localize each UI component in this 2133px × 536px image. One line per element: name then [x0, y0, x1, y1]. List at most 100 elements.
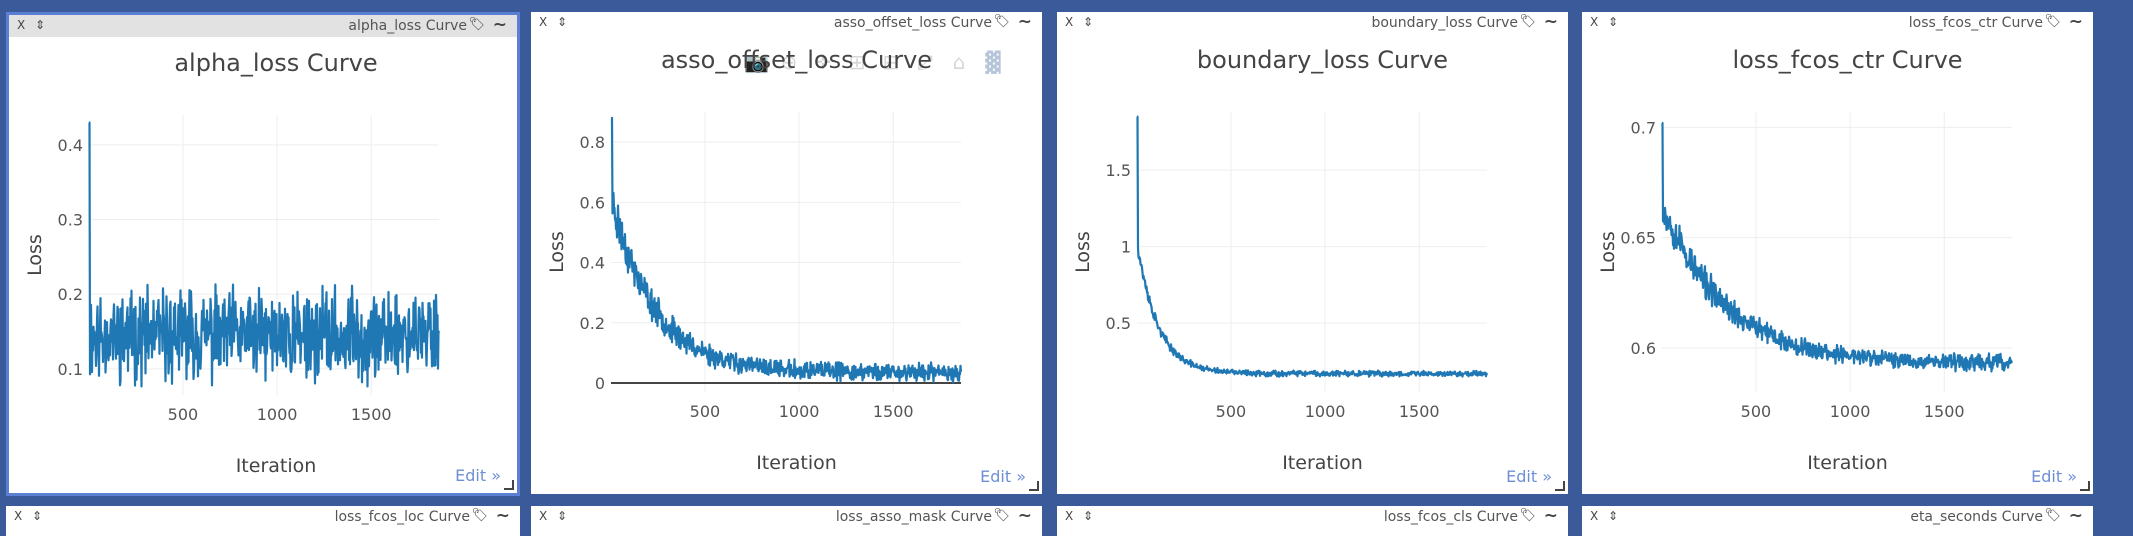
- pane-titlebar[interactable]: X ⇕ loss_asso_mask Curve 🏷 ~: [531, 506, 1042, 528]
- x-axis-label: Iteration: [756, 452, 837, 474]
- y-tick-label: 0.6: [1631, 339, 1656, 358]
- y-axis-label: Loss: [24, 234, 46, 276]
- tag-icon[interactable]: 🏷: [993, 508, 1010, 523]
- smooth-icon[interactable]: ~: [1543, 506, 1558, 526]
- window-title: loss_fcos_loc Curve: [334, 509, 470, 525]
- zoom-icon[interactable]: ⊕: [780, 50, 798, 74]
- y-tick-label: 0.8: [580, 133, 605, 152]
- chart-pane-4[interactable]: X ⇕ loss_fcos_ctr Curve 🏷 ~ loss_fcos_ct…: [1582, 12, 2093, 494]
- x-axis-label: Iteration: [236, 455, 317, 477]
- x-tick-label: 500: [1216, 402, 1247, 421]
- smooth-icon[interactable]: ~: [2068, 12, 2083, 32]
- smooth-icon[interactable]: ~: [1017, 12, 1032, 32]
- chart-pane-3[interactable]: X ⇕ boundary_loss Curve 🏷 ~ boundary_los…: [1057, 12, 1568, 494]
- window-title: loss_asso_mask Curve: [835, 509, 992, 525]
- chart-pane-6[interactable]: X ⇕ loss_asso_mask Curve 🏷 ~: [531, 506, 1042, 536]
- close-icon[interactable]: X: [539, 509, 548, 523]
- pan-icon[interactable]: ✛: [814, 50, 832, 74]
- pane-titlebar[interactable]: X ⇕ eta_seconds Curve 🏷 ~: [1582, 506, 2093, 528]
- x-tick-label: 1500: [1924, 402, 1965, 421]
- close-icon[interactable]: X: [17, 18, 26, 32]
- drag-handle-icon[interactable]: ⇕: [1608, 509, 1619, 523]
- close-icon[interactable]: X: [1590, 509, 1599, 523]
- line-chart[interactable]: alpha_loss Curve 500 1000 1500 0.1 0.2 0.3 0.4 I…: [9, 15, 520, 496]
- drag-handle-icon[interactable]: ⇕: [557, 15, 568, 29]
- resize-handle[interactable]: [504, 480, 514, 490]
- y-axis-label: Loss: [546, 231, 568, 273]
- y-tick-label: 0.1: [58, 360, 83, 379]
- smooth-icon[interactable]: ~: [1017, 506, 1032, 526]
- tag-icon[interactable]: 🏷: [1519, 14, 1536, 29]
- series-line: [1661, 121, 2014, 373]
- zoom-in-icon[interactable]: ⊞: [848, 50, 866, 74]
- y-tick-label: 0.2: [580, 314, 605, 333]
- pane-titlebar[interactable]: X ⇕ loss_fcos_ctr Curve 🏷 ~: [1582, 12, 2093, 34]
- resize-handle[interactable]: [2080, 481, 2090, 491]
- tag-icon[interactable]: 🏷: [468, 17, 485, 32]
- zoom-out-icon[interactable]: ⊟: [882, 50, 900, 74]
- chart-pane-7[interactable]: X ⇕ loss_fcos_cls Curve 🏷 ~: [1057, 506, 1568, 536]
- y-tick-label: 1: [1121, 238, 1131, 257]
- window-title: loss_fcos_ctr Curve: [1908, 15, 2043, 31]
- edit-link[interactable]: Edit »: [455, 466, 501, 485]
- chart-title: asso_offset_loss Curve: [661, 46, 932, 74]
- drag-handle-icon[interactable]: ⇕: [35, 18, 46, 32]
- close-icon[interactable]: X: [1590, 15, 1599, 29]
- chart-title: alpha_loss Curve: [174, 49, 377, 77]
- pane-titlebar[interactable]: X ⇕ loss_fcos_loc Curve 🏷 ~: [6, 506, 520, 528]
- drag-handle-icon[interactable]: ⇕: [32, 509, 43, 523]
- x-tick-label: 1500: [351, 405, 392, 424]
- autoscale-icon[interactable]: ⤢: [917, 50, 933, 74]
- close-icon[interactable]: X: [539, 15, 548, 29]
- home-icon[interactable]: ⌂: [952, 50, 966, 74]
- pane-titlebar[interactable]: X ⇕ alpha_loss Curve 🏷 ~: [9, 15, 517, 37]
- plotly-logo-icon[interactable]: ▓: [985, 50, 1001, 74]
- line-chart[interactable]: asso_offset_loss Curve 500 1000 1500 0 0.2 0.4…: [531, 12, 1042, 494]
- close-icon[interactable]: X: [1065, 509, 1074, 523]
- smooth-icon[interactable]: ~: [495, 506, 510, 526]
- x-tick-label: 1500: [1399, 402, 1440, 421]
- x-tick-label: 500: [690, 402, 721, 421]
- tag-icon[interactable]: 🏷: [993, 14, 1010, 29]
- edit-link[interactable]: Edit »: [1506, 467, 1552, 486]
- edit-link[interactable]: Edit »: [980, 467, 1026, 486]
- y-tick-label: 0.3: [58, 211, 83, 230]
- tag-icon[interactable]: 🏷: [2044, 508, 2061, 523]
- pane-titlebar[interactable]: X ⇕ loss_fcos_cls Curve 🏷 ~: [1057, 506, 1568, 528]
- x-tick-label: 1000: [1830, 402, 1871, 421]
- drag-handle-icon[interactable]: ⇕: [1083, 509, 1094, 523]
- smooth-icon[interactable]: ~: [1543, 12, 1558, 32]
- tag-icon[interactable]: 🏷: [1519, 508, 1536, 523]
- chart-pane-5[interactable]: X ⇕ loss_fcos_loc Curve 🏷 ~: [6, 506, 520, 536]
- window-title: eta_seconds Curve: [1910, 509, 2043, 525]
- close-icon[interactable]: X: [1065, 15, 1074, 29]
- tag-icon[interactable]: 🏷: [2044, 14, 2061, 29]
- pane-titlebar[interactable]: X ⇕ asso_offset_loss Curve 🏷 ~: [531, 12, 1042, 34]
- x-axis-label: Iteration: [1807, 452, 1888, 474]
- chart-pane-1[interactable]: X ⇕ alpha_loss Curve 🏷 ~ alpha_loss Curv…: [6, 12, 520, 496]
- edit-link[interactable]: Edit »: [2031, 467, 2077, 486]
- tag-icon[interactable]: 🏷: [471, 508, 488, 523]
- line-chart[interactable]: loss_fcos_ctr Curve 500 1000 1500 0.6 0.65 0.7…: [1582, 12, 2093, 494]
- window-title: loss_fcos_cls Curve: [1383, 509, 1518, 525]
- x-tick-label: 1000: [257, 405, 298, 424]
- close-icon[interactable]: X: [14, 509, 23, 523]
- drag-handle-icon[interactable]: ⇕: [1608, 15, 1619, 29]
- chart-pane-2[interactable]: X ⇕ asso_offset_loss Curve 🏷 ~ 📷 ⊕ ✛ ⊞ ⊟…: [531, 12, 1042, 494]
- line-chart[interactable]: boundary_loss Curve 500 1000 1500 0.5 1 1.5 Ite…: [1057, 12, 1568, 494]
- drag-handle-icon[interactable]: ⇕: [557, 509, 568, 523]
- chart-pane-8[interactable]: X ⇕ eta_seconds Curve 🏷 ~: [1582, 506, 2093, 536]
- resize-handle[interactable]: [1555, 481, 1565, 491]
- resize-handle[interactable]: [1029, 481, 1039, 491]
- camera-icon[interactable]: 📷: [744, 50, 769, 74]
- drag-handle-icon[interactable]: ⇕: [1083, 15, 1094, 29]
- y-tick-label: 0.2: [58, 285, 83, 304]
- chart-title: loss_fcos_ctr Curve: [1732, 46, 1962, 74]
- x-tick-label: 500: [1741, 402, 1772, 421]
- window-title: boundary_loss Curve: [1371, 15, 1518, 31]
- x-tick-label: 1000: [779, 402, 820, 421]
- x-tick-label: 1000: [1305, 402, 1346, 421]
- pane-titlebar[interactable]: X ⇕ boundary_loss Curve 🏷 ~: [1057, 12, 1568, 34]
- smooth-icon[interactable]: ~: [2068, 506, 2083, 526]
- smooth-icon[interactable]: ~: [492, 15, 507, 35]
